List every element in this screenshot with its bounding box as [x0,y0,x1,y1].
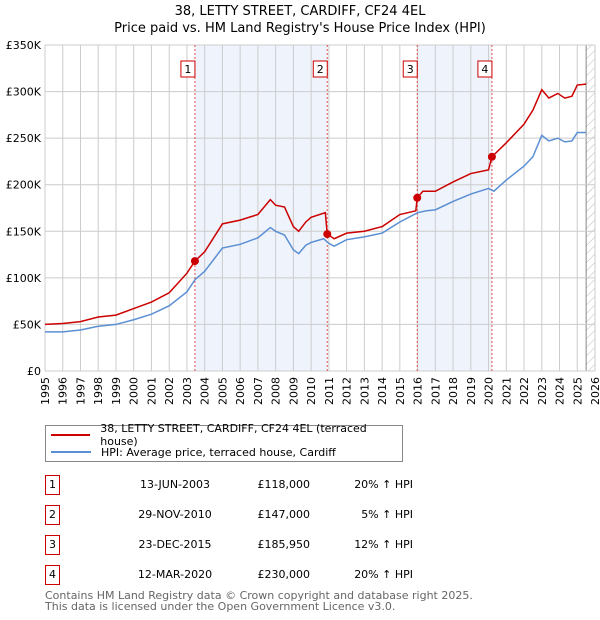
x-tick-label: 1995 [39,377,52,405]
x-tick-label: 2003 [181,377,194,405]
x-tick-label: 2020 [483,377,496,405]
y-tick-label: £150K [6,225,42,238]
x-tick-label: 2009 [287,377,300,405]
sale-point [413,193,422,202]
x-tick-label: 2017 [429,377,442,405]
x-tick-label: 2011 [323,377,336,405]
x-tick-label: 2025 [571,377,584,405]
x-tick-label: 2005 [216,377,229,405]
chart-subtitle: Price paid vs. HM Land Registry's House … [114,21,486,36]
x-tick-label: 2021 [500,377,513,405]
sale-marker-label: 3 [407,63,414,76]
x-tick-label: 1997 [74,377,87,405]
x-tick-label: 2014 [376,377,389,405]
x-tick-label: 2026 [589,377,600,405]
sale-marker-label: 4 [481,63,488,76]
x-tick-label: 2006 [234,377,247,405]
y-tick-label: £200K [6,179,42,192]
x-tick-label: 2001 [145,377,158,405]
property-price-line [44,83,587,326]
y-tick-label: £300K [6,86,42,99]
x-tick-label: 2010 [305,377,318,405]
legend-label: 38, LETTY STREET, CARDIFF, CF24 4EL (ter… [100,422,367,448]
sale-marker-label: 1 [184,63,191,76]
y-tick-label: £250K [6,132,42,145]
y-tick-label: £0 [27,365,41,378]
forecast-hatch [586,45,595,371]
sale-date: 29-NOV-2010 [138,508,212,521]
x-tick-label: 2019 [465,377,478,405]
sale-hpi-change: 5% ↑ HPI [361,508,413,521]
x-tick-label: 2004 [199,377,212,405]
x-tick-label: 2015 [394,377,407,405]
footer-line-1: Contains HM Land Registry data © Crown c… [45,589,473,602]
legend-item-property: 38, LETTY STREET, CARDIFF, CF24 4EL (ter… [51,422,402,448]
hpi-line [45,131,587,333]
y-tick-label: £100K [6,272,42,285]
x-tick-label: 2018 [447,377,460,405]
sale-point [323,230,332,239]
sale-hpi-change: 20% ↑ HPI [354,568,413,581]
sale-row: 3 23-DEC-2015 £185,950 12% ↑ HPI [45,535,445,555]
sale-marker-number: 1 [45,475,60,495]
x-tick-label: 2000 [128,377,141,405]
legend-item-hpi: HPI: Average price, terraced house, Card… [51,444,336,460]
sale-row: 4 12-MAR-2020 £230,000 20% ↑ HPI [45,565,445,585]
sale-date: 12-MAR-2020 [137,568,213,581]
x-tick-label: 1999 [110,377,123,405]
sale-point [190,257,199,266]
sale-date: 13-JUN-2003 [139,478,211,491]
x-tick-label: 2008 [270,377,283,405]
sale-marker-box [477,60,493,78]
y-tick-label: £50K [13,318,42,331]
sale-marker-number: 2 [45,505,60,525]
legend-swatch [51,451,91,453]
footer-line-2: This data is licensed under the Open Gov… [45,600,396,613]
sale-marker-number: 3 [45,535,60,555]
sale-marker-box [402,60,418,78]
sale-row: 1 13-JUN-2003 £118,000 20% ↑ HPI [45,475,445,495]
x-tick-label: 2007 [252,377,265,405]
sale-price: £230,000 [257,568,311,581]
chart-title: 38, LETTY STREET, CARDIFF, CF24 4EL [174,4,426,19]
sale-hpi-change: 20% ↑ HPI [354,478,413,491]
sale-point [487,152,496,161]
x-tick-label: 2012 [341,377,354,405]
x-tick-label: 2016 [412,377,425,405]
y-tick-label: £350K [6,39,42,52]
sale-marker-box [180,60,196,78]
sale-date: 23-DEC-2015 [138,538,212,551]
x-tick-label: 1998 [92,377,105,405]
x-tick-label: 2023 [536,377,549,405]
legend-label: HPI: Average price, terraced house, Card… [101,445,336,459]
x-tick-label: 2013 [358,377,371,405]
sale-price: £185,950 [257,538,311,551]
x-tick-label: 2024 [554,377,567,405]
sale-row: 2 29-NOV-2010 £147,000 5% ↑ HPI [45,505,445,525]
legend-swatch [51,434,91,436]
shaded-period [417,45,492,371]
x-tick-label: 2002 [163,377,176,405]
legend: 38, LETTY STREET, CARDIFF, CF24 4EL (ter… [45,422,403,462]
x-tick-label: 2022 [518,377,531,405]
sale-marker-box [312,60,328,78]
sale-marker-number: 4 [45,565,60,585]
line-chart: 1995 1996 1997 1998 1999 2000 2001 2002 2003 2004… [6,39,600,405]
sale-price: £118,000 [257,478,311,491]
sale-marker-label: 2 [317,63,324,76]
x-tick-label: 1996 [57,377,70,405]
sale-hpi-change: 12% ↑ HPI [354,538,413,551]
shaded-period [194,45,328,371]
sale-price: £147,000 [257,508,311,521]
